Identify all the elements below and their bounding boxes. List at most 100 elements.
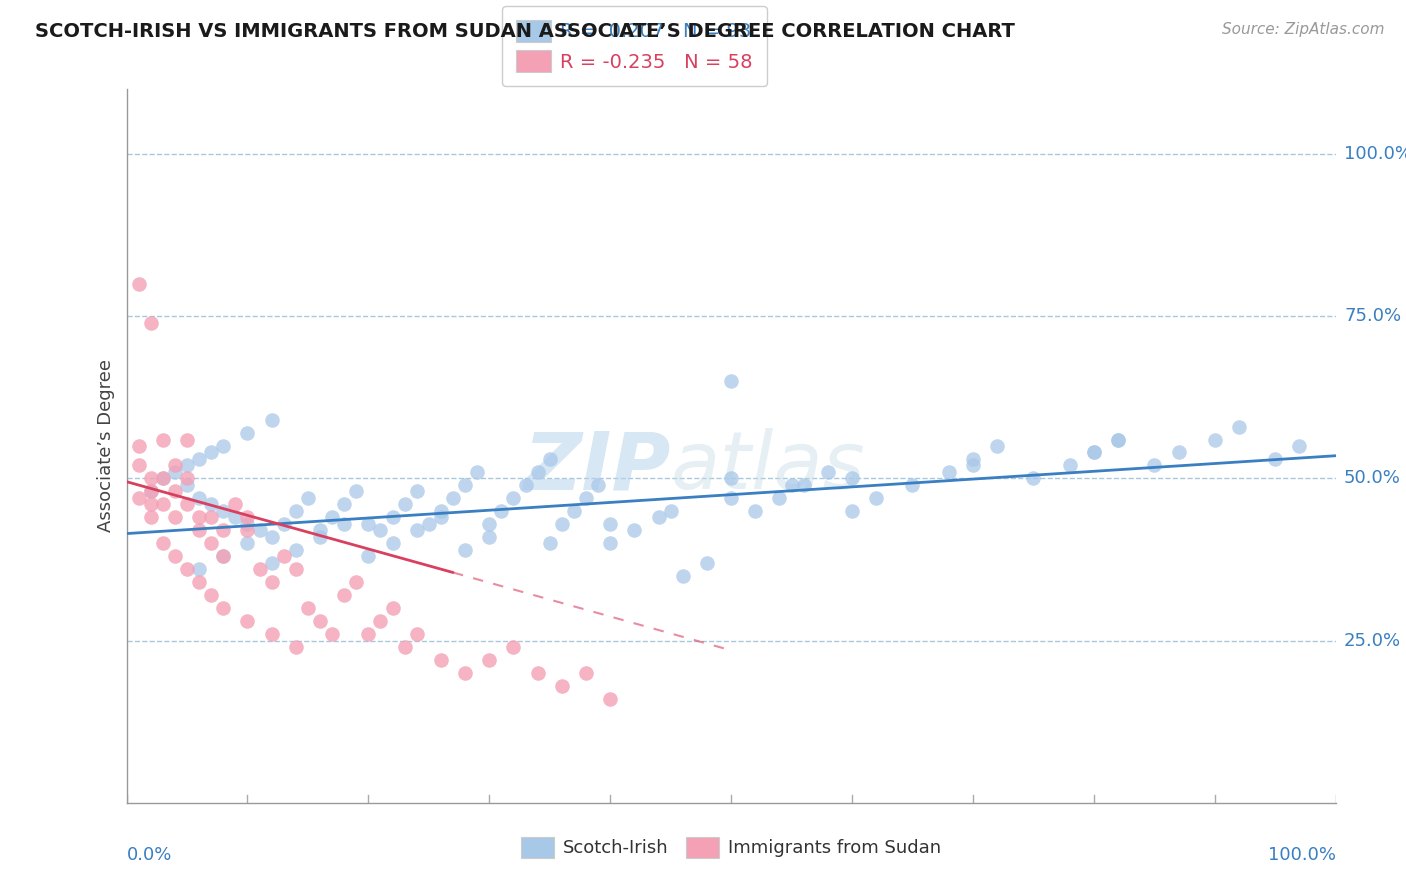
Point: [297, 491, 319, 505]
Point: [152, 471, 174, 485]
Point: [357, 516, 380, 531]
Point: [163, 510, 186, 524]
Point: [176, 562, 198, 576]
Point: [152, 471, 174, 485]
Point: [321, 627, 343, 641]
Text: Source: ZipAtlas.com: Source: ZipAtlas.com: [1222, 22, 1385, 37]
Point: [562, 504, 585, 518]
Point: [526, 465, 548, 479]
Point: [1022, 471, 1045, 485]
Point: [491, 504, 513, 518]
Point: [586, 478, 609, 492]
Point: [284, 640, 307, 654]
Text: 25.0%: 25.0%: [1344, 632, 1402, 649]
Point: [188, 510, 211, 524]
Point: [405, 627, 427, 641]
Point: [465, 465, 488, 479]
Point: [188, 575, 211, 590]
Text: 100.0%: 100.0%: [1344, 145, 1406, 163]
Point: [260, 627, 283, 641]
Point: [780, 478, 803, 492]
Point: [212, 601, 235, 615]
Point: [394, 497, 416, 511]
Point: [394, 640, 416, 654]
Point: [139, 497, 162, 511]
Point: [260, 530, 283, 544]
Text: 100.0%: 100.0%: [1268, 846, 1336, 863]
Point: [1288, 439, 1310, 453]
Point: [647, 510, 669, 524]
Point: [841, 471, 863, 485]
Text: 50.0%: 50.0%: [1344, 469, 1400, 487]
Point: [284, 542, 307, 557]
Point: [212, 549, 235, 564]
Point: [430, 653, 453, 667]
Point: [659, 504, 682, 518]
Text: 75.0%: 75.0%: [1344, 307, 1402, 326]
Point: [901, 478, 924, 492]
Point: [212, 549, 235, 564]
Point: [599, 516, 621, 531]
Point: [441, 491, 464, 505]
Point: [200, 510, 222, 524]
Point: [962, 458, 984, 473]
Point: [188, 562, 211, 576]
Point: [357, 627, 380, 641]
Point: [176, 471, 198, 485]
Point: [478, 653, 501, 667]
Point: [139, 316, 162, 330]
Point: [333, 497, 356, 511]
Point: [405, 484, 427, 499]
Point: [865, 491, 887, 505]
Point: [200, 536, 222, 550]
Point: [575, 666, 598, 681]
Point: [1204, 433, 1226, 447]
Point: [152, 536, 174, 550]
Point: [200, 497, 222, 511]
Point: [273, 549, 295, 564]
Point: [236, 536, 259, 550]
Point: [720, 491, 742, 505]
Point: [344, 575, 367, 590]
Point: [309, 530, 332, 544]
Point: [502, 491, 524, 505]
Point: [176, 478, 198, 492]
Point: [128, 491, 150, 505]
Point: [163, 458, 186, 473]
Point: [152, 433, 174, 447]
Point: [249, 562, 271, 576]
Point: [538, 536, 561, 550]
Point: [284, 562, 307, 576]
Point: [236, 524, 259, 538]
Point: [1107, 433, 1129, 447]
Point: [768, 491, 790, 505]
Point: [454, 666, 477, 681]
Point: [260, 413, 283, 427]
Point: [200, 445, 222, 459]
Point: [200, 588, 222, 602]
Point: [817, 465, 839, 479]
Text: ZIP: ZIP: [523, 428, 671, 507]
Point: [260, 556, 283, 570]
Point: [163, 484, 186, 499]
Point: [139, 484, 162, 499]
Point: [321, 510, 343, 524]
Point: [1083, 445, 1105, 459]
Point: [793, 478, 815, 492]
Point: [370, 524, 392, 538]
Point: [260, 575, 283, 590]
Point: [309, 614, 332, 628]
Text: atlas: atlas: [671, 428, 866, 507]
Point: [224, 510, 246, 524]
Point: [139, 510, 162, 524]
Point: [1227, 419, 1250, 434]
Point: [128, 458, 150, 473]
Point: [370, 614, 392, 628]
Point: [575, 491, 598, 505]
Point: [224, 497, 246, 511]
Point: [176, 433, 198, 447]
Point: [744, 504, 766, 518]
Point: [515, 478, 537, 492]
Point: [551, 679, 574, 693]
Point: [1083, 445, 1105, 459]
